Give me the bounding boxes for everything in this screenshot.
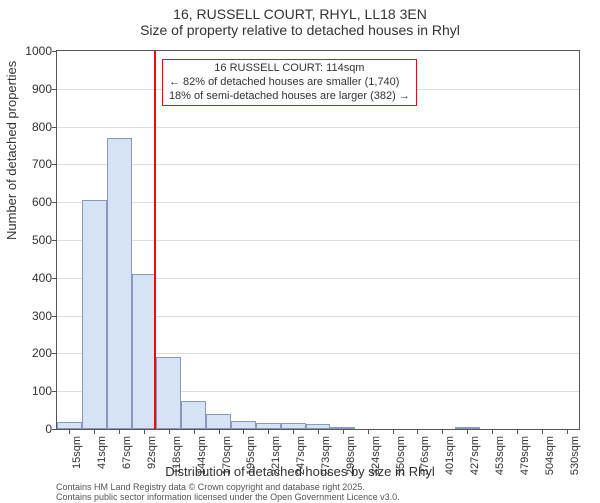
x-tick xyxy=(69,429,70,434)
x-tick xyxy=(492,429,493,434)
x-tick xyxy=(268,429,269,434)
y-tick xyxy=(52,391,57,392)
y-tick-label: 600 xyxy=(12,195,52,209)
caption-line1: Contains HM Land Registry data © Crown c… xyxy=(56,482,400,492)
y-tick xyxy=(52,164,57,165)
gridline xyxy=(57,240,579,241)
y-tick-label: 400 xyxy=(12,271,52,285)
y-tick xyxy=(52,89,57,90)
annotation-line2: 18% of semi-detached houses are larger (… xyxy=(169,90,410,104)
x-tick xyxy=(542,429,543,434)
annotation-title: 16 RUSSELL COURT: 114sqm xyxy=(169,62,410,76)
y-tick-label: 500 xyxy=(12,233,52,247)
x-tick xyxy=(144,429,145,434)
y-tick-label: 200 xyxy=(12,346,52,360)
annotation-box: 16 RUSSELL COURT: 114sqm← 82% of detache… xyxy=(162,59,417,106)
x-tick xyxy=(293,429,294,434)
x-tick xyxy=(442,429,443,434)
y-tick xyxy=(52,240,57,241)
y-tick xyxy=(52,278,57,279)
gridline xyxy=(57,127,579,128)
x-tick xyxy=(393,429,394,434)
chart-container: 16, RUSSELL COURT, RHYL, LL18 3EN Size o… xyxy=(0,0,600,500)
y-tick xyxy=(52,353,57,354)
histogram-bar xyxy=(231,421,256,429)
x-tick xyxy=(219,429,220,434)
annotation-line1: ← 82% of detached houses are smaller (1,… xyxy=(169,76,410,90)
y-tick-label: 300 xyxy=(12,309,52,323)
x-tick xyxy=(517,429,518,434)
histogram-bar xyxy=(181,401,206,429)
x-axis-title: Distribution of detached houses by size … xyxy=(0,464,600,479)
histogram-bar xyxy=(156,357,181,429)
histogram-bar xyxy=(57,422,82,429)
x-tick xyxy=(194,429,195,434)
histogram-bar xyxy=(206,414,231,429)
plot-area: 16 RUSSELL COURT: 114sqm← 82% of detache… xyxy=(56,50,580,430)
x-tick xyxy=(417,429,418,434)
x-tick xyxy=(343,429,344,434)
y-tick-label: 1000 xyxy=(12,44,52,58)
y-tick-label: 800 xyxy=(12,120,52,134)
y-tick-label: 700 xyxy=(12,157,52,171)
title-block: 16, RUSSELL COURT, RHYL, LL18 3EN Size o… xyxy=(0,0,600,38)
gridline xyxy=(57,202,579,203)
y-tick-label: 0 xyxy=(12,422,52,436)
chart-title: 16, RUSSELL COURT, RHYL, LL18 3EN xyxy=(0,6,600,22)
x-tick xyxy=(94,429,95,434)
caption-line2: Contains public sector information licen… xyxy=(56,492,400,502)
gridline xyxy=(57,164,579,165)
x-tick xyxy=(243,429,244,434)
x-tick xyxy=(567,429,568,434)
x-tick xyxy=(318,429,319,434)
y-tick xyxy=(52,316,57,317)
x-tick xyxy=(169,429,170,434)
x-tick xyxy=(467,429,468,434)
chart-subtitle: Size of property relative to detached ho… xyxy=(0,22,600,38)
x-tick xyxy=(119,429,120,434)
x-tick xyxy=(368,429,369,434)
y-tick-label: 900 xyxy=(12,82,52,96)
histogram-bar xyxy=(132,274,157,429)
y-tick-label: 100 xyxy=(12,384,52,398)
histogram-bar xyxy=(82,200,107,429)
y-tick xyxy=(52,202,57,203)
y-tick xyxy=(52,429,57,430)
y-tick xyxy=(52,127,57,128)
histogram-bar xyxy=(107,138,132,429)
y-tick xyxy=(52,51,57,52)
marker-line xyxy=(154,51,156,429)
